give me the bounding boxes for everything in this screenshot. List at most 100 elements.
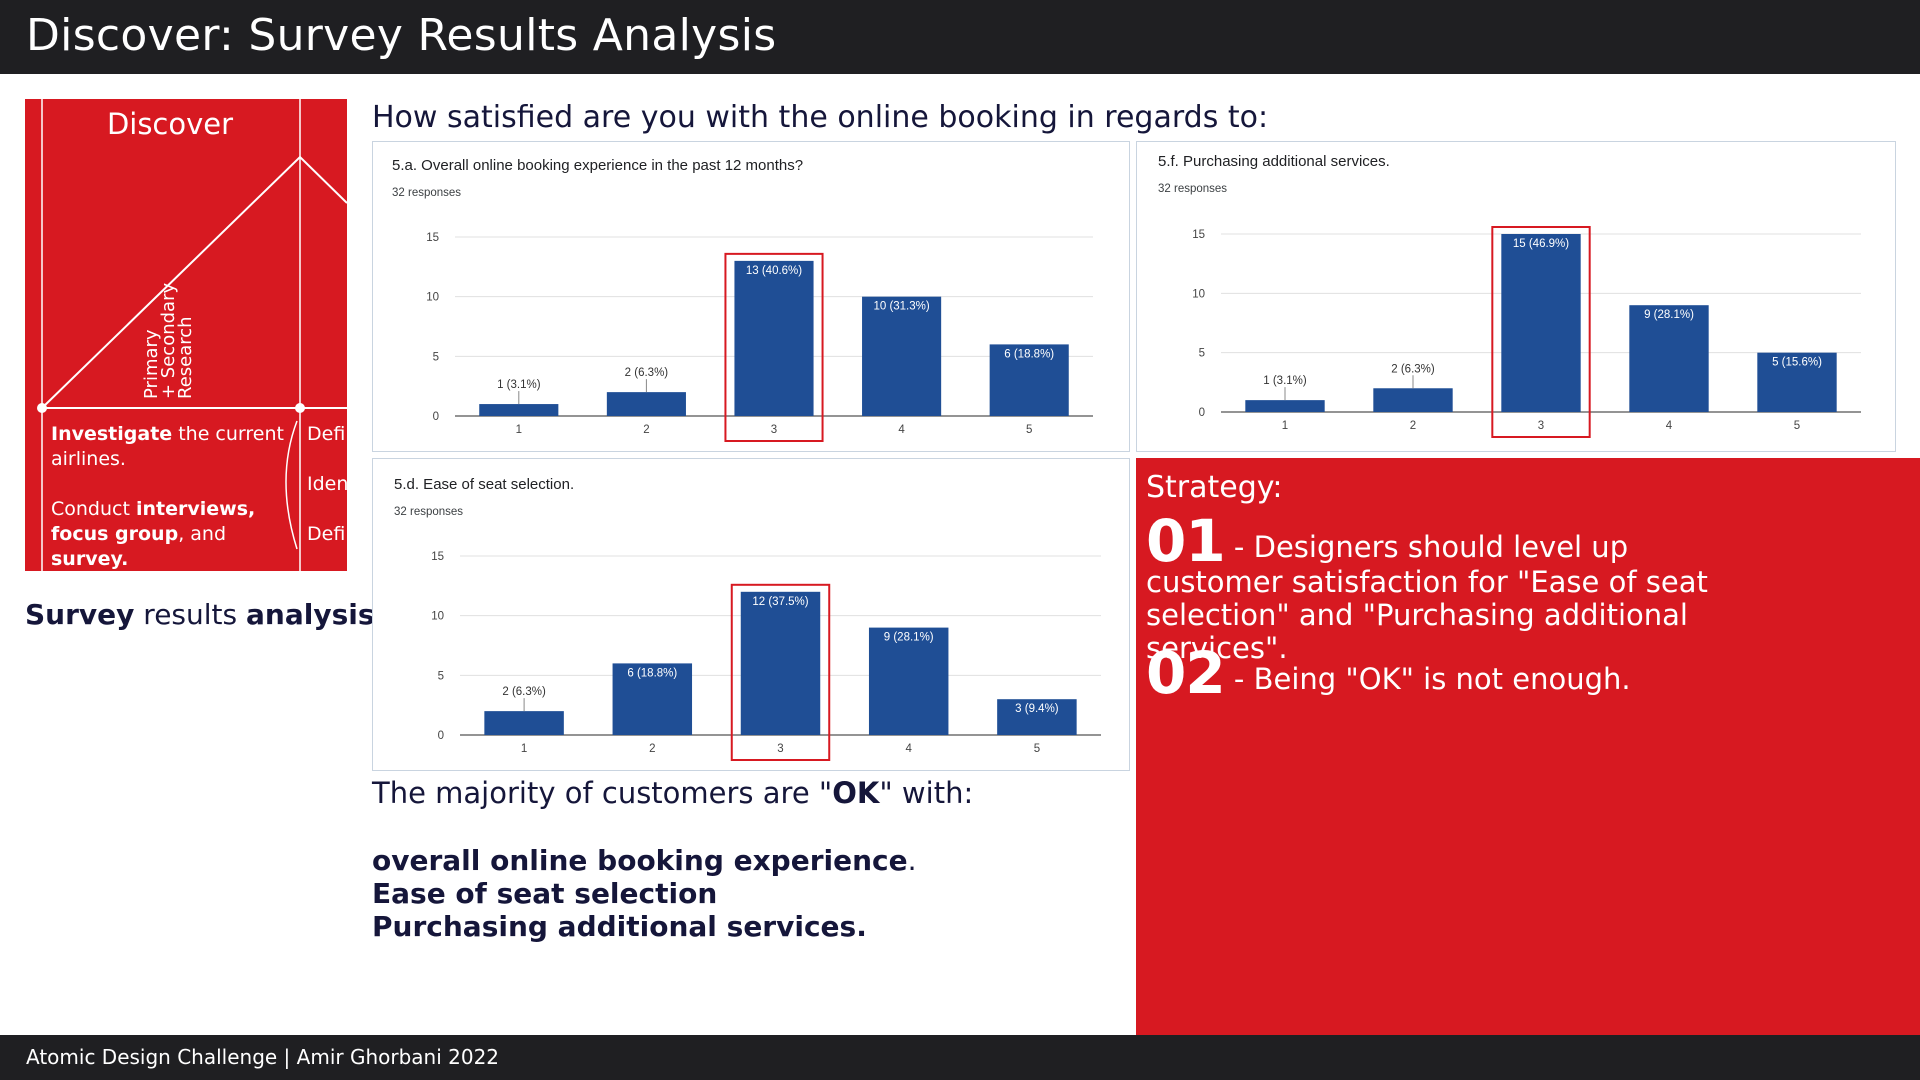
data-label: 1 (3.1%) bbox=[497, 379, 541, 391]
y-tick-label: 15 bbox=[431, 551, 444, 563]
x-tick-label: 4 bbox=[1666, 420, 1673, 432]
bar bbox=[862, 296, 942, 416]
x-tick-label: 3 bbox=[771, 424, 777, 436]
y-tick-label: 0 bbox=[1199, 407, 1205, 419]
x-tick-label: 2 bbox=[1410, 420, 1416, 432]
bar bbox=[1501, 234, 1581, 412]
bar bbox=[606, 392, 686, 416]
bar-chart: 0 5 10 15 2 (6.3%) 1 6 (18.8%) 2 12 (37.5%) 3 9 (2… bbox=[431, 551, 1101, 761]
y-tick-label: 5 bbox=[438, 670, 444, 682]
x-tick-label: 5 bbox=[1794, 420, 1800, 432]
data-label: 3 (9.4%) bbox=[1015, 703, 1059, 715]
caption-analysis: analysis bbox=[246, 598, 375, 631]
chart-title: 5.f. Purchasing additional services. bbox=[1158, 153, 1390, 170]
research-label: Primary + Secondary Research bbox=[141, 283, 196, 399]
discover-title: Discover bbox=[106, 107, 234, 141]
strategy-item-2: 02 - Being "OK" is not enough. bbox=[1146, 644, 1746, 702]
data-label: 2 (6.3%) bbox=[502, 686, 546, 698]
data-label: 6 (18.8%) bbox=[627, 667, 677, 679]
survey-caption: Survey results analysis bbox=[25, 598, 375, 631]
strategy-number-1: 01 bbox=[1146, 507, 1226, 575]
item-1-text: overall online booking experience bbox=[372, 844, 908, 877]
highlight-box bbox=[1491, 226, 1591, 438]
item-1-suffix: . bbox=[907, 844, 917, 877]
chart-card-additional-services: 5.f. Purchasing additional services. 32 … bbox=[1136, 141, 1896, 452]
y-tick-label: 15 bbox=[1192, 229, 1205, 241]
y-tick-label: 10 bbox=[1192, 288, 1205, 300]
data-label: 12 (37.5%) bbox=[752, 596, 808, 608]
highlight-box bbox=[730, 583, 831, 761]
double-diamond-panel: Discover Primary + Secondary Research In… bbox=[25, 99, 347, 571]
footer-credit: Atomic Design Challenge | Amir Ghorbani … bbox=[26, 1045, 500, 1069]
y-tick-label: 10 bbox=[431, 611, 444, 623]
conduct-focus-group: focus group bbox=[51, 523, 179, 545]
bar bbox=[612, 663, 693, 735]
data-label: 9 (28.1%) bbox=[884, 632, 934, 644]
x-tick-label: 2 bbox=[643, 424, 649, 436]
bar bbox=[479, 404, 559, 416]
x-tick-label: 5 bbox=[1034, 743, 1040, 755]
y-tick-label: 15 bbox=[426, 232, 439, 244]
strategy-title: Strategy: bbox=[1146, 470, 1283, 505]
x-tick-label: 2 bbox=[649, 743, 655, 755]
data-label: 5 (15.6%) bbox=[1772, 357, 1822, 369]
lead-post: " with: bbox=[879, 776, 974, 810]
conclusion-block: The majority of customers are "OK" with:… bbox=[372, 776, 973, 943]
highlight-box bbox=[724, 252, 824, 442]
bar-chart: 0 5 10 15 1 (3.1%) 1 2 (6.3%) 2 15 (46.9%) 3 9 (28… bbox=[1192, 226, 1861, 438]
conclusion-item: Ease of seat selection bbox=[372, 877, 718, 910]
y-tick-label: 10 bbox=[426, 292, 439, 304]
page-title: Discover: Survey Results Analysis bbox=[26, 10, 777, 61]
data-label: 2 (6.3%) bbox=[1391, 363, 1435, 375]
bar bbox=[989, 344, 1069, 416]
side-text-1: Defi bbox=[307, 423, 346, 445]
chart-title: 5.a. Overall online booking experience i… bbox=[392, 157, 804, 174]
caption-middle: results bbox=[134, 598, 247, 631]
question-heading: How satisfied are you with the online bo… bbox=[372, 100, 1269, 135]
bar bbox=[868, 627, 949, 735]
bar bbox=[484, 711, 564, 735]
chart-subtitle: 32 responses bbox=[1158, 183, 1228, 195]
footer-bar: Atomic Design Challenge | Amir Ghorbani … bbox=[0, 1035, 1920, 1080]
y-tick-label: 0 bbox=[438, 730, 444, 742]
chart-card-seat-selection: 5.d. Ease of seat selection. 32 response… bbox=[372, 458, 1130, 771]
conclusion-item: overall online booking experience. bbox=[372, 844, 973, 877]
chart-title: 5.d. Ease of seat selection. bbox=[394, 476, 575, 493]
strategy-text-1: - Designers should level up customer sat… bbox=[1146, 530, 1708, 665]
research-label-line-3: Research bbox=[175, 316, 196, 399]
x-tick-label: 1 bbox=[1282, 420, 1288, 432]
x-tick-label: 5 bbox=[1026, 424, 1032, 436]
bar bbox=[1757, 352, 1837, 412]
x-tick-label: 4 bbox=[898, 424, 905, 436]
side-text-2: Iden bbox=[307, 473, 347, 495]
bar bbox=[734, 260, 814, 416]
y-tick-label: 5 bbox=[433, 351, 439, 363]
bar-chart: 0 5 10 15 1 (3.1%) 1 2 (6.3%) 2 13 (40.6%) 3 10 (3… bbox=[426, 232, 1093, 442]
chart-card-overall-booking: 5.a. Overall online booking experience i… bbox=[372, 141, 1130, 452]
chart-subtitle: 32 responses bbox=[392, 187, 462, 199]
x-tick-label: 4 bbox=[905, 743, 912, 755]
y-tick-label: 5 bbox=[1199, 348, 1205, 360]
y-tick-label: 0 bbox=[433, 411, 439, 423]
data-label: 9 (28.1%) bbox=[1644, 309, 1694, 321]
x-tick-label: 1 bbox=[521, 743, 527, 755]
strategy-text-2: - Being "OK" is not enough. bbox=[1224, 662, 1631, 696]
conclusion-lead: The majority of customers are "OK" with: bbox=[372, 776, 973, 810]
conduct-text: Conduct interviews, focus group, and sur… bbox=[51, 497, 301, 571]
bar bbox=[1373, 388, 1453, 412]
bar bbox=[1245, 400, 1325, 412]
x-tick-label: 1 bbox=[516, 424, 522, 436]
investigate-rest: the current airlines. bbox=[51, 423, 284, 470]
x-tick-label: 3 bbox=[777, 743, 783, 755]
conduct-mid: , and bbox=[178, 523, 227, 545]
caption-survey: Survey bbox=[25, 598, 135, 631]
x-tick-label: 3 bbox=[1538, 420, 1544, 432]
double-diamond-diagram bbox=[37, 99, 347, 571]
header-bar: Discover: Survey Results Analysis bbox=[0, 0, 1920, 74]
investigate-text: Investigate the current airlines. bbox=[51, 422, 291, 472]
data-label: 15 (46.9%) bbox=[1513, 238, 1569, 250]
strategy-number-2: 02 bbox=[1146, 639, 1226, 707]
data-label: 1 (3.1%) bbox=[1263, 375, 1307, 387]
bar bbox=[997, 699, 1077, 735]
